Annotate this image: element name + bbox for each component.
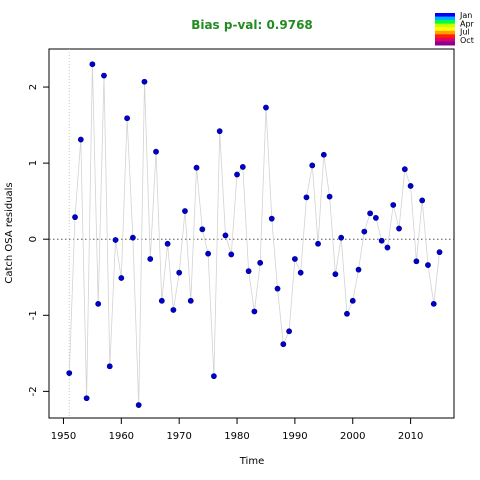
data-point xyxy=(106,363,113,370)
data-point xyxy=(176,269,183,276)
data-point xyxy=(413,258,420,265)
data-point xyxy=(361,228,368,235)
legend-label: Jan xyxy=(459,11,472,20)
data-point xyxy=(425,262,431,268)
legend-color-segment xyxy=(435,30,455,35)
data-point xyxy=(95,300,102,307)
data-point xyxy=(147,256,154,262)
data-point xyxy=(384,244,391,251)
data-point xyxy=(72,214,78,221)
legend-color-segment xyxy=(435,16,455,21)
data-point xyxy=(291,256,298,262)
data-point xyxy=(89,61,96,68)
data-point xyxy=(101,72,107,79)
data-point xyxy=(257,259,264,266)
y-tick-label: 2 xyxy=(28,84,39,90)
x-tick-label: 1970 xyxy=(166,431,191,442)
data-point xyxy=(268,215,275,222)
y-tick-label: 1 xyxy=(28,160,39,166)
data-point xyxy=(216,128,223,135)
legend-color-bar xyxy=(435,13,455,46)
legend-color-segment xyxy=(435,23,455,28)
residual-connecting-line xyxy=(68,64,440,406)
data-point xyxy=(401,166,408,173)
data-point xyxy=(396,225,402,232)
data-point xyxy=(372,215,379,221)
legend-color-segment xyxy=(435,20,455,25)
data-point xyxy=(326,193,333,200)
data-point xyxy=(280,341,287,348)
data-point xyxy=(390,202,397,208)
legend-label: Oct xyxy=(460,36,474,45)
legend-color-segment xyxy=(435,37,455,42)
y-tick-label: -1 xyxy=(28,310,39,320)
data-point xyxy=(407,183,414,189)
data-point xyxy=(222,232,229,239)
data-point xyxy=(129,234,136,241)
data-point xyxy=(141,78,148,85)
data-point xyxy=(309,162,316,169)
data-point xyxy=(378,237,385,244)
data-point xyxy=(234,171,240,178)
legend-color-segment xyxy=(435,27,455,32)
x-tick-label: 1960 xyxy=(109,431,134,442)
data-point xyxy=(135,402,142,408)
data-point xyxy=(153,148,159,155)
x-tick-label: 2010 xyxy=(398,431,423,442)
data-point xyxy=(315,240,321,247)
data-point xyxy=(205,250,212,257)
x-axis-label: Time xyxy=(239,456,264,467)
data-point xyxy=(320,151,327,158)
data-point xyxy=(66,370,73,377)
x-tick-label: 1950 xyxy=(51,431,76,442)
data-point xyxy=(77,136,84,143)
data-point xyxy=(112,237,119,243)
legend-label: Apr xyxy=(460,19,475,28)
data-point xyxy=(367,210,374,217)
legend-color-segment xyxy=(435,34,455,39)
data-point xyxy=(187,297,194,304)
data-point xyxy=(182,208,188,214)
y-tick-label: -2 xyxy=(28,386,39,396)
chart-title: Bias p-val: 0.9768 xyxy=(191,18,313,32)
data-point xyxy=(199,226,206,233)
legend-color-segment xyxy=(435,13,455,18)
data-point xyxy=(164,240,171,247)
x-tick-label: 2000 xyxy=(340,431,365,442)
data-point xyxy=(228,251,235,258)
legend-color-segment xyxy=(435,41,455,46)
y-axis-label: Catch OSA residuals xyxy=(4,182,15,283)
data-point xyxy=(210,373,217,380)
data-point xyxy=(297,269,304,276)
plot-frame xyxy=(48,48,455,419)
data-point xyxy=(274,285,281,292)
data-point xyxy=(349,297,356,304)
x-tick-label: 1980 xyxy=(224,431,249,442)
data-point xyxy=(338,234,345,241)
data-point xyxy=(303,194,310,201)
data-point xyxy=(436,249,443,256)
y-tick-label: 0 xyxy=(28,236,39,242)
x-tick-label: 1990 xyxy=(282,431,307,442)
data-point xyxy=(263,104,269,111)
data-point xyxy=(124,115,131,122)
data-point xyxy=(286,328,293,335)
data-point xyxy=(83,395,90,402)
data-point xyxy=(344,310,350,317)
data-point xyxy=(193,164,200,171)
data-point xyxy=(239,164,246,170)
legend-label: Jul xyxy=(459,28,470,37)
data-point xyxy=(419,197,426,204)
data-point xyxy=(355,266,362,273)
data-point xyxy=(118,275,125,281)
data-point xyxy=(245,268,252,275)
data-point xyxy=(170,307,177,313)
data-point xyxy=(158,297,165,304)
data-point xyxy=(430,300,437,307)
data-point xyxy=(332,271,339,278)
data-point xyxy=(251,308,258,315)
